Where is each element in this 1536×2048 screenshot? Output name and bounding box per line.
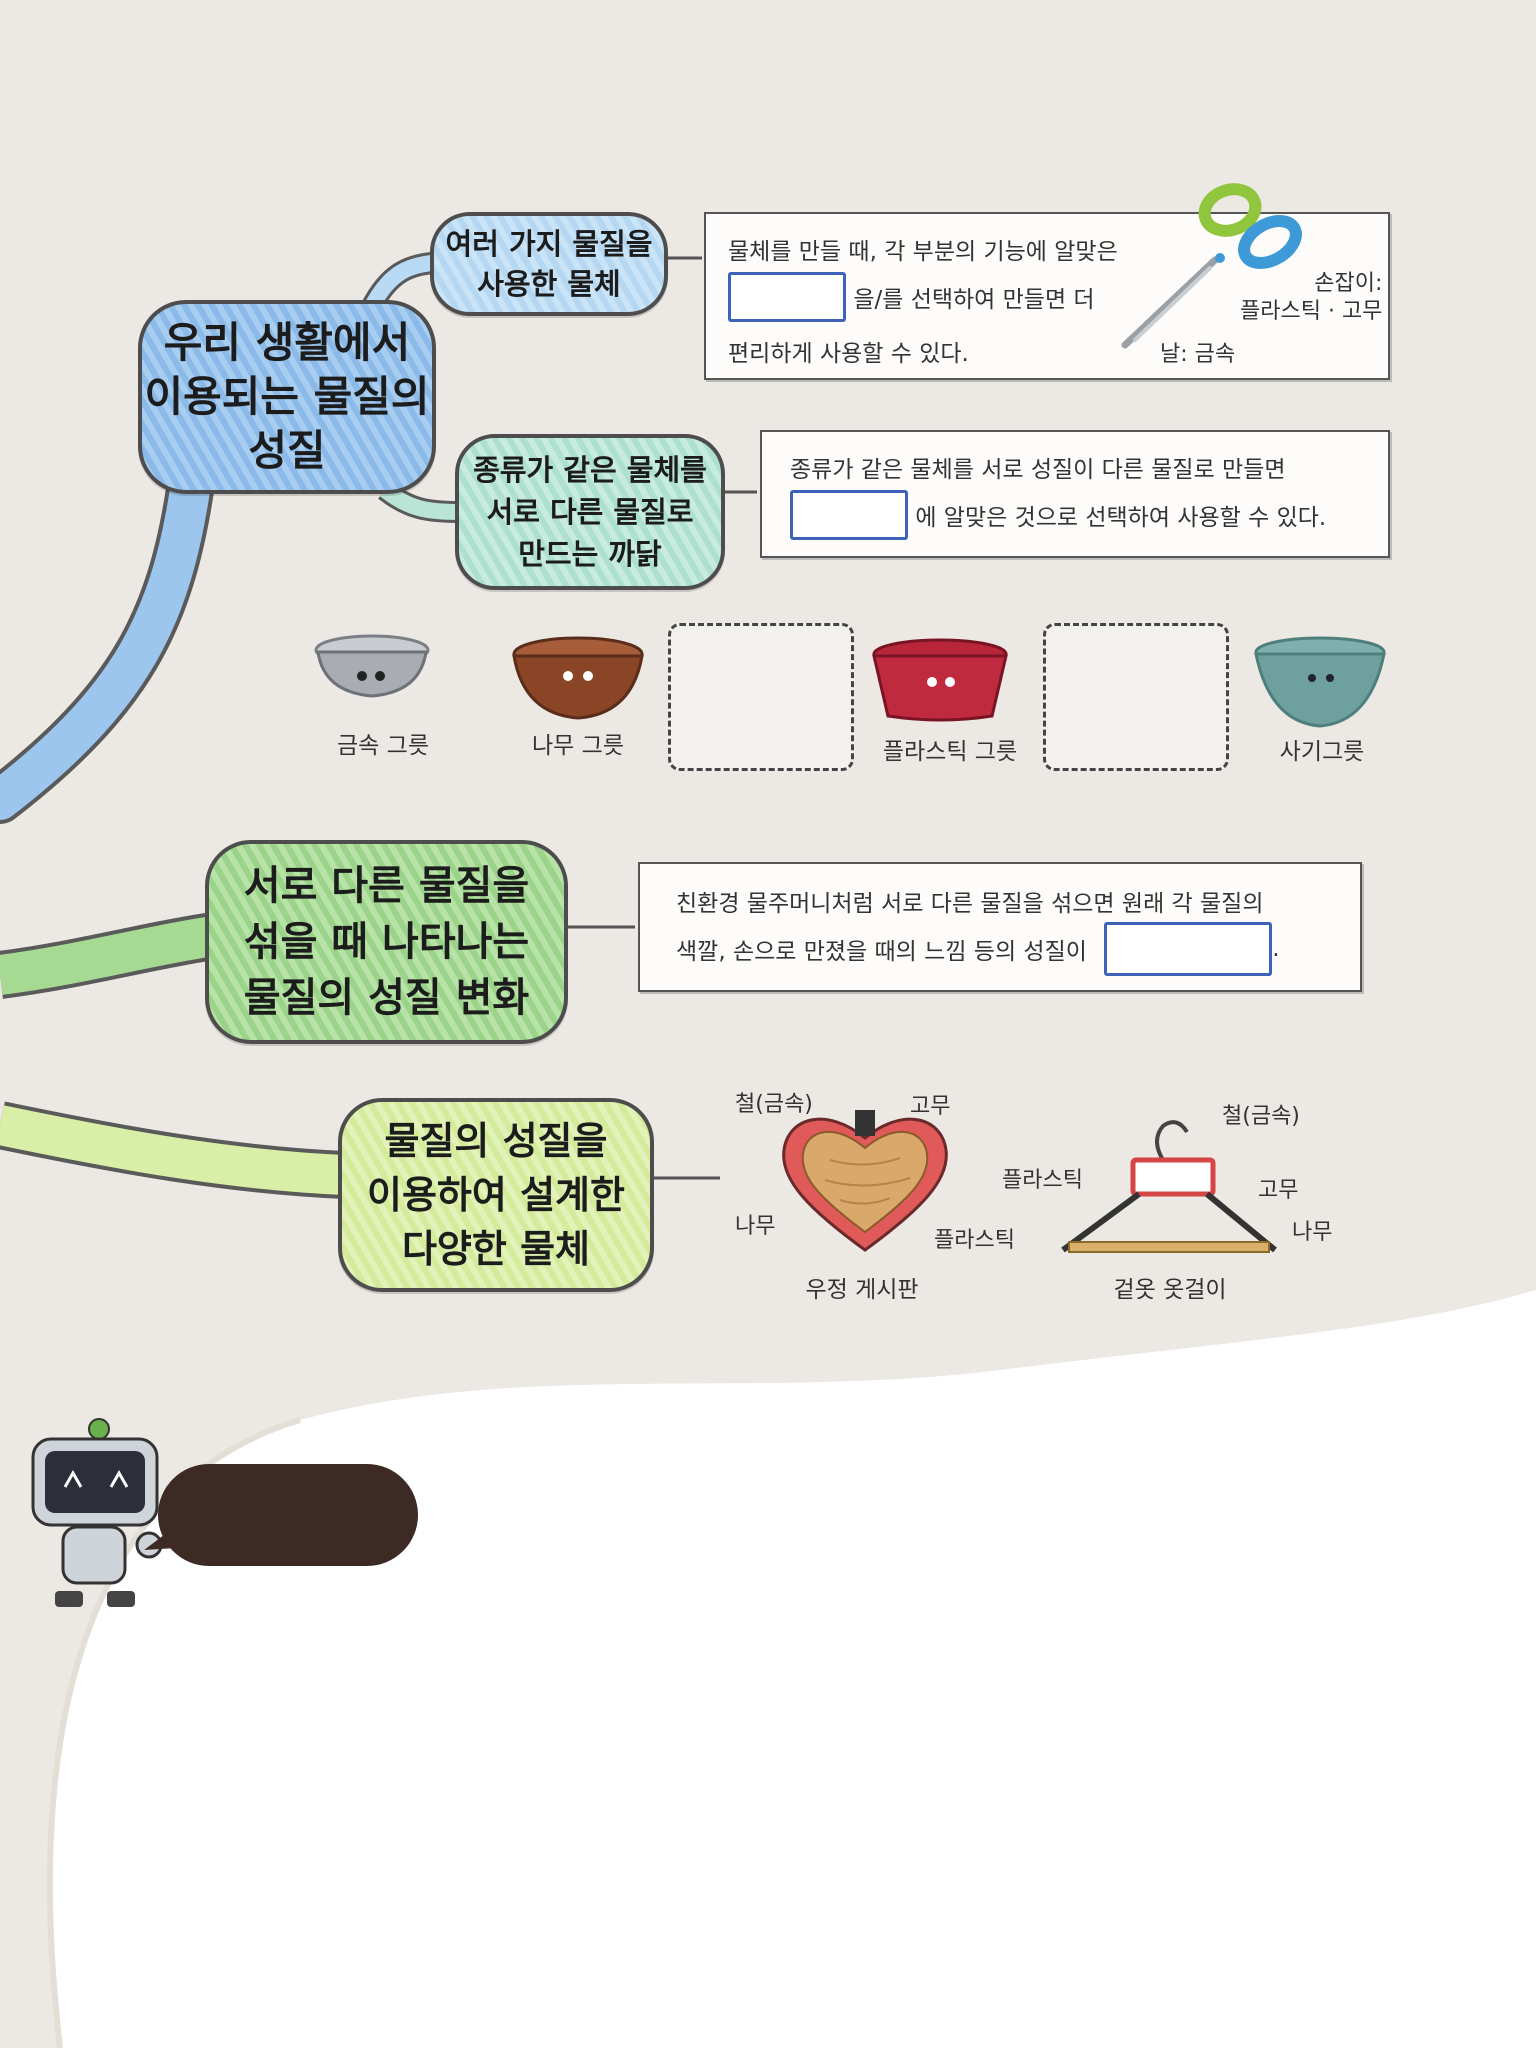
board-caption: 우정 게시판 — [805, 1277, 919, 1303]
speech-bubble-tail — [144, 1526, 176, 1550]
board-label-plastic: 플라스틱 — [934, 1228, 1015, 1253]
branch1-line1: 물체를 만들 때, 각 부분의 기능에 알맞은 — [728, 239, 1118, 265]
branch2-textbox: 종류가 같은 물체를 서로 성질이 다른 물질로 만들면 에 알맞은 것으로 선… — [760, 430, 1390, 558]
ceramic-bowl-icon — [1254, 636, 1386, 728]
branch2-answer-blank[interactable] — [790, 490, 908, 540]
bowl-blank-box-1[interactable] — [668, 623, 854, 771]
branch1-answer-blank[interactable] — [728, 272, 846, 322]
bowl-blank-box-2[interactable] — [1043, 623, 1229, 771]
root-node-title: 우리 생활에서 이용되는 물질의 성질 — [144, 318, 430, 475]
scissors-icon — [1121, 183, 1302, 349]
branch3-line2-end: . — [1272, 936, 1280, 962]
branch1-line3: 편리하게 사용할 수 있다. — [728, 341, 969, 367]
branch2-node: 종류가 같은 물체를 서로 다른 물질로 만드는 까닭 — [455, 434, 725, 590]
plastic-bowl-icon — [872, 638, 1008, 722]
branch2-line2: 에 알맞은 것으로 선택하여 사용할 수 있다. — [915, 505, 1327, 531]
root-node: 우리 생활에서 이용되는 물질의 성질 — [138, 300, 436, 494]
branch1-title: 여러 가지 물질을 사용한 물체 — [445, 227, 653, 301]
branch3-line1: 친환경 물주머니처럼 서로 다른 물질을 섞으면 원래 각 물질의 — [676, 891, 1264, 917]
wood-bowl-icon — [512, 636, 644, 720]
branch1-line2: 을/를 선택하여 만들면 더 — [853, 287, 1095, 313]
bowl-caption-metal: 금속 그릇 — [337, 733, 429, 759]
branch3-title: 서로 다른 물질을 섞을 때 나타나는 물질의 성질 변화 — [243, 863, 530, 1021]
branch3-textbox: 친환경 물주머니처럼 서로 다른 물질을 섞으면 원래 각 물질의 색깔, 손으… — [638, 862, 1362, 992]
friendship-board-icon — [782, 1110, 948, 1252]
branch2-title: 종류가 같은 물체를 서로 다른 물질로 만드는 까닭 — [473, 453, 707, 571]
hanger-icon — [1061, 1120, 1277, 1253]
branch1-node: 여러 가지 물질을 사용한 물체 — [430, 212, 668, 316]
board-label-iron: 철(금속) — [735, 1092, 813, 1117]
branch1-textbox: 물체를 만들 때, 각 부분의 기능에 알맞은 을/를 선택하여 만들면 더 편… — [704, 212, 1390, 380]
speech-bubble — [158, 1464, 418, 1566]
scissors-blade-label: 날: 금속 — [1160, 342, 1236, 367]
metal-bowl-icon — [314, 634, 430, 698]
branch2-line1: 종류가 같은 물체를 서로 성질이 다른 물질로 만들면 — [790, 457, 1286, 483]
scissors-handle-label: 손잡이: 플라스틱 · 고무 — [1240, 271, 1383, 324]
branch3-line2: 색깔, 손으로 만졌을 때의 느낌 등의 성질이 — [676, 939, 1087, 965]
board-label-wood: 나무 — [735, 1214, 776, 1239]
branch3-node: 서로 다른 물질을 섞을 때 나타나는 물질의 성질 변화 — [205, 840, 568, 1044]
hanger-label-wood: 나무 — [1292, 1220, 1333, 1245]
bowl-caption-plastic: 플라스틱 그릇 — [882, 739, 1018, 765]
branch4-title: 물질의 성질을 이용하여 설계한 다양한 물체 — [367, 1119, 625, 1271]
bowl-caption-wood: 나무 그릇 — [532, 733, 624, 759]
branch4-node: 물질의 성질을 이용하여 설계한 다양한 물체 — [338, 1098, 654, 1292]
hanger-label-plastic: 플라스틱 — [1002, 1168, 1083, 1193]
bowls-row — [314, 634, 1386, 728]
branch3-answer-blank[interactable] — [1104, 922, 1273, 976]
hanger-label-iron: 철(금속) — [1222, 1104, 1300, 1129]
hanger-caption: 겉옷 옷걸이 — [1113, 1277, 1227, 1303]
board-label-rubber: 고무 — [910, 1094, 951, 1119]
robot-mascot-icon — [31, 1418, 163, 1607]
bowl-caption-ceramic: 사기그릇 — [1279, 739, 1365, 765]
hanger-label-rubber: 고무 — [1258, 1178, 1299, 1203]
